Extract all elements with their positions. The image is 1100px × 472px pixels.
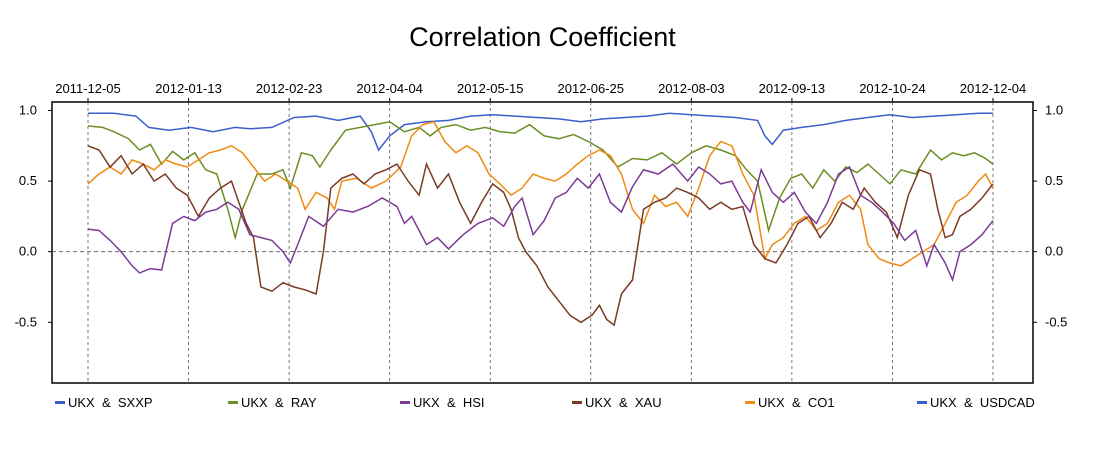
y-tick-label-right: 0.0 [1045,244,1063,259]
y-tick-label-left: -0.5 [15,314,37,329]
legend: UKX & SXXP UKX & RAY UKX & HSI UKX & XAU UKX… [0,395,1100,415]
y-tick-label-left: 0.5 [19,173,37,188]
legend-swatch [572,401,582,404]
x-tick-label: 2012-01-13 [155,81,222,96]
y-tick-label-right: 0.5 [1045,173,1063,188]
legend-label: UKX & CO1 [758,395,835,410]
x-tick-label: 2012-06-25 [558,81,625,96]
legend-label: UKX & SXXP [68,395,153,410]
legend-item: UKX & HSI [400,395,485,410]
x-tick-label: 2012-12-04 [960,81,1027,96]
legend-label: UKX & XAU [585,395,662,410]
series-line-ukx-sxxp [88,112,993,152]
legend-item: UKX & USDCAD [917,395,1035,410]
legend-item: UKX & SXXP [55,395,153,410]
legend-swatch [400,401,410,404]
x-tick-label: 2012-02-23 [256,81,323,96]
y-tick-label-left: 1.0 [19,102,37,117]
x-tick-label: 2012-04-04 [356,81,423,96]
y-tick-label-right: -0.5 [1045,314,1067,329]
legend-label: UKX & USDCAD [930,395,1035,410]
legend-swatch [745,401,755,404]
legend-swatch [55,401,65,404]
series-line-ukx-hsi [87,163,994,283]
x-tick-label: 2012-09-13 [759,81,826,96]
chart-title: Correlation Coefficient [409,22,676,52]
legend-item: UKX & CO1 [745,395,835,410]
legend-item: UKX & RAY [228,395,317,410]
series-line-ukx-co1 [87,120,994,267]
series-line-ukx-ray [87,121,994,241]
x-tick-label: 2011-12-05 [55,81,121,96]
legend-label: UKX & RAY [241,395,317,410]
series-line-ukx-xau [87,145,994,327]
plot-frame [51,101,1034,384]
x-tick-label: 2012-05-15 [457,81,524,96]
legend-item: UKX & XAU [572,395,662,410]
legend-label: UKX & HSI [413,395,485,410]
x-tick-label: 2012-08-03 [658,81,725,96]
y-tick-label-left: 0.0 [19,244,37,259]
y-tick-label-right: 1.0 [1045,102,1063,117]
legend-swatch [228,401,238,404]
legend-swatch [917,401,927,404]
x-tick-label: 2012-10-24 [859,81,926,96]
